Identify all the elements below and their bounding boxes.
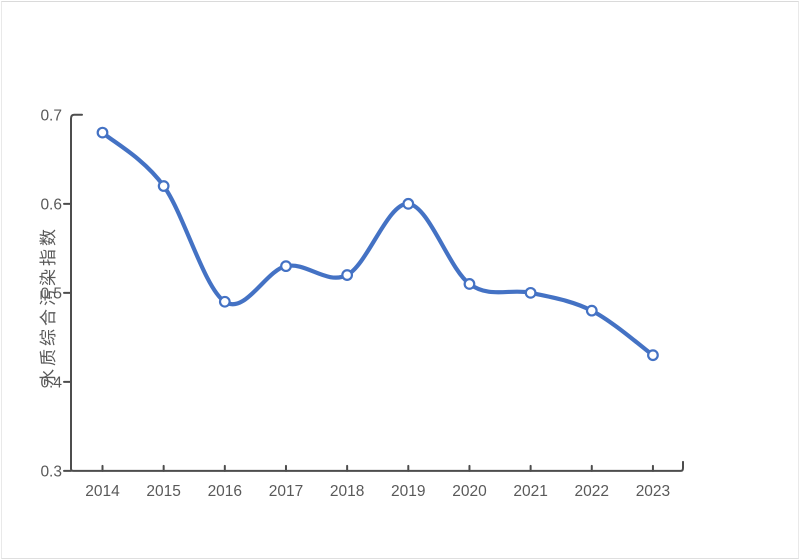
y-tick-label: 0.4 xyxy=(40,374,62,391)
data-point-marker xyxy=(218,295,231,308)
x-tick-label: 2014 xyxy=(85,483,120,500)
y-tick-label: 0.5 xyxy=(40,285,62,302)
data-point-marker xyxy=(280,260,292,273)
data-point-marker xyxy=(585,304,598,317)
x-tick-label: 2020 xyxy=(452,483,487,500)
series-line xyxy=(100,130,655,358)
data-point-marker xyxy=(341,269,354,281)
data-point-marker xyxy=(157,180,170,192)
y-axis-title: 水质综合污染指数 xyxy=(39,226,58,386)
x-tick-label: 2015 xyxy=(146,483,180,500)
y-tick-label: 0.3 xyxy=(40,463,62,480)
axis-line xyxy=(70,113,684,472)
data-point-marker xyxy=(96,126,109,139)
data-point-marker xyxy=(524,286,537,299)
x-tick-label: 2016 xyxy=(208,483,242,500)
data-point-marker xyxy=(647,349,659,362)
y-tick-label: 0.6 xyxy=(40,196,62,213)
data-point-marker xyxy=(463,278,476,290)
data-point-marker xyxy=(402,197,415,210)
x-tick-label: 2023 xyxy=(636,483,670,500)
x-tick-label: 2018 xyxy=(330,483,364,500)
x-tick-label: 2017 xyxy=(269,483,303,500)
x-tick-label: 2021 xyxy=(513,483,547,500)
x-tick-label: 2022 xyxy=(575,483,609,500)
y-tick-label: 0.7 xyxy=(40,107,62,124)
x-tick-label: 2019 xyxy=(391,483,425,500)
